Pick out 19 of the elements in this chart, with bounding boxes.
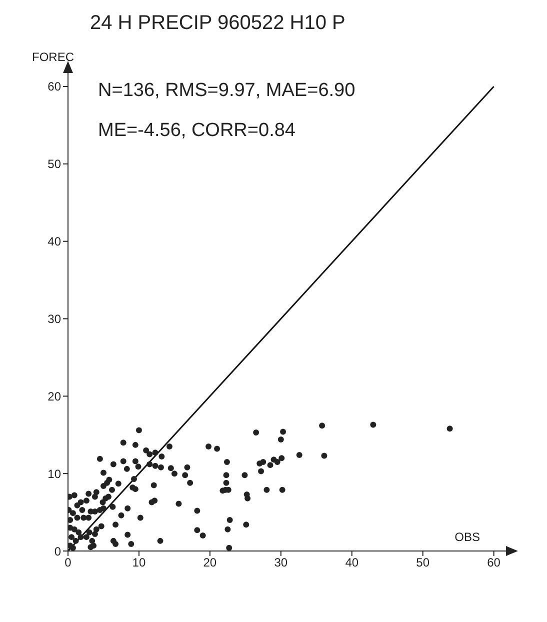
x-axis-title: OBS (454, 530, 480, 544)
x-tick-label: 50 (416, 556, 430, 570)
y-tick-label: 10 (48, 466, 62, 481)
chart-title: 24 H PRECIP 960522 H10 P (89, 12, 346, 35)
x-tick-label: 40 (345, 556, 359, 570)
x-tick-label: 0 (64, 556, 72, 570)
x-tick-label: 30 (274, 556, 288, 570)
x-tick-label: 10 (132, 556, 146, 570)
annotation: N=136, RMS=9.97, MAE=6.90 (98, 79, 356, 103)
x-tick-label: 20 (203, 556, 217, 570)
y-tick-label: 60 (48, 80, 62, 94)
y-tick-label: 50 (48, 157, 62, 172)
x-tick-label: 60 (487, 556, 501, 570)
y-axis-title: FOREC (32, 50, 74, 64)
annotation: ME=-4.56, CORR=0.84 (98, 119, 296, 143)
y-tick-label: 0 (54, 544, 62, 558)
y-tick-label: 30 (48, 312, 62, 326)
y-tick-label: 20 (48, 389, 62, 404)
y-tick-label: 40 (48, 234, 62, 249)
